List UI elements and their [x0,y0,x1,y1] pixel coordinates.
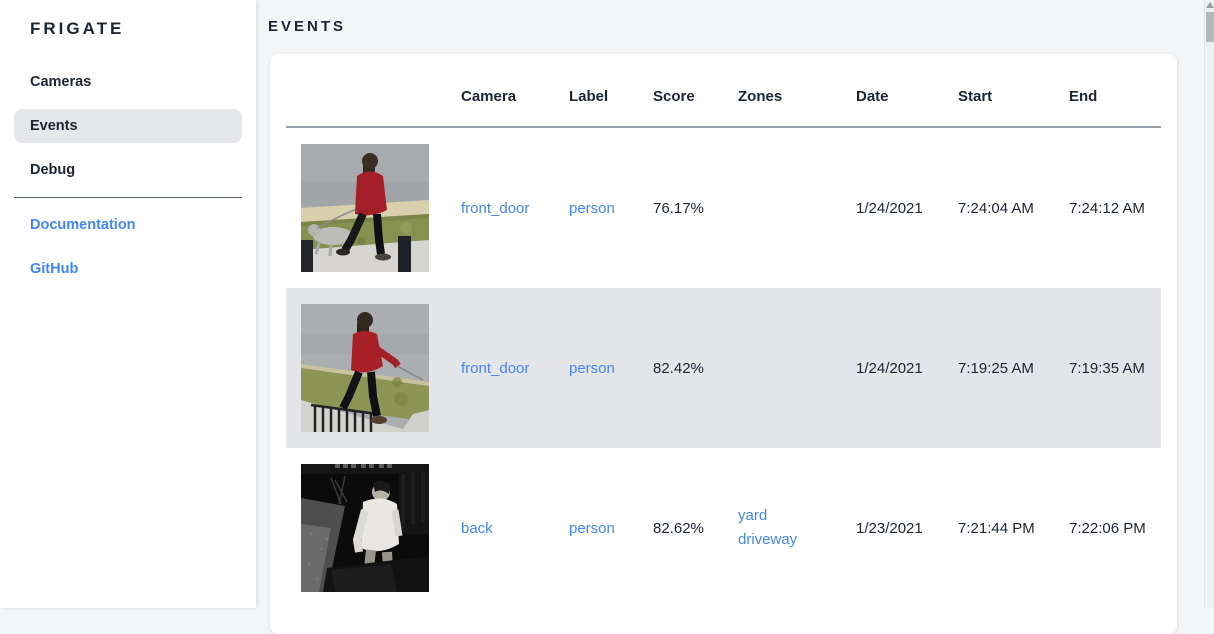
camera-link[interactable]: front_door [461,359,530,377]
score-value: 76.17% [653,199,704,217]
zone-link[interactable]: yard [738,507,768,524]
column-header-label: Label [554,54,638,128]
label-link[interactable]: person [569,519,615,537]
start-value: 7:21:44 PM [958,519,1035,537]
sidebar-nav: Cameras Events Debug Documentation GitHu… [0,65,256,286]
column-header-date: Date [841,54,943,128]
camera-link[interactable]: back [461,519,493,537]
end-value: 7:22:06 PM [1069,519,1146,537]
scrollbar-up-arrow-icon[interactable] [1206,2,1214,8]
date-value: 1/24/2021 [856,199,923,217]
score-value: 82.42% [653,359,704,377]
events-card: Camera Label Score Zones Date Start End [270,54,1177,634]
date-value: 1/23/2021 [856,519,923,537]
table-row[interactable]: back person 82.62% yard driveway 1/23/20… [286,448,1161,608]
event-thumbnail[interactable] [301,144,429,272]
event-thumbnail[interactable] [301,464,429,592]
zones-cell [723,127,841,288]
page-title: EVENTS [268,18,347,35]
end-value: 7:24:12 AM [1069,199,1145,217]
event-thumbnail[interactable] [301,304,429,432]
zones-cell: yard driveway [723,448,841,608]
start-value: 7:24:04 AM [958,199,1034,217]
sidebar-links: Documentation GitHub [0,208,256,286]
main-content: EVENTS Camera Label Score Zones Date Sta… [256,18,1214,634]
table-row[interactable]: front_door person 82.42% 1/24/2021 7:19:… [286,288,1161,448]
column-header-camera: Camera [446,54,554,128]
end-value: 7:19:35 AM [1069,359,1145,377]
zone-link[interactable]: driveway [738,531,798,548]
date-value: 1/24/2021 [856,359,923,377]
table-header-row: Camera Label Score Zones Date Start End [286,54,1161,128]
page-scrollbar[interactable] [1204,0,1214,608]
sidebar-divider [14,197,242,198]
sidebar-item-events[interactable]: Events [14,109,242,143]
column-header-end: End [1054,54,1161,128]
events-table: Camera Label Score Zones Date Start End [286,54,1161,608]
column-header-score: Score [638,54,723,128]
column-header-thumbnail [286,54,446,128]
column-header-zones: Zones [723,54,841,128]
table-row[interactable]: front_door person 76.17% 1/24/2021 7:24:… [286,127,1161,288]
sidebar-link-documentation[interactable]: Documentation [30,217,136,233]
label-link[interactable]: person [569,199,615,217]
sidebar-item-cameras[interactable]: Cameras [30,74,92,90]
camera-link[interactable]: front_door [461,199,530,217]
sidebar-item-debug[interactable]: Debug [30,162,76,178]
scrollbar-thumb[interactable] [1206,12,1214,42]
column-header-start: Start [943,54,1054,128]
score-value: 82.62% [653,519,704,537]
start-value: 7:19:25 AM [958,359,1034,377]
app-logo: FRIGATE [30,19,125,38]
label-link[interactable]: person [569,359,615,377]
zones-cell [723,288,841,448]
sidebar: FRIGATE Cameras Events Debug Documentati… [0,0,256,608]
sidebar-link-github[interactable]: GitHub [30,261,79,277]
